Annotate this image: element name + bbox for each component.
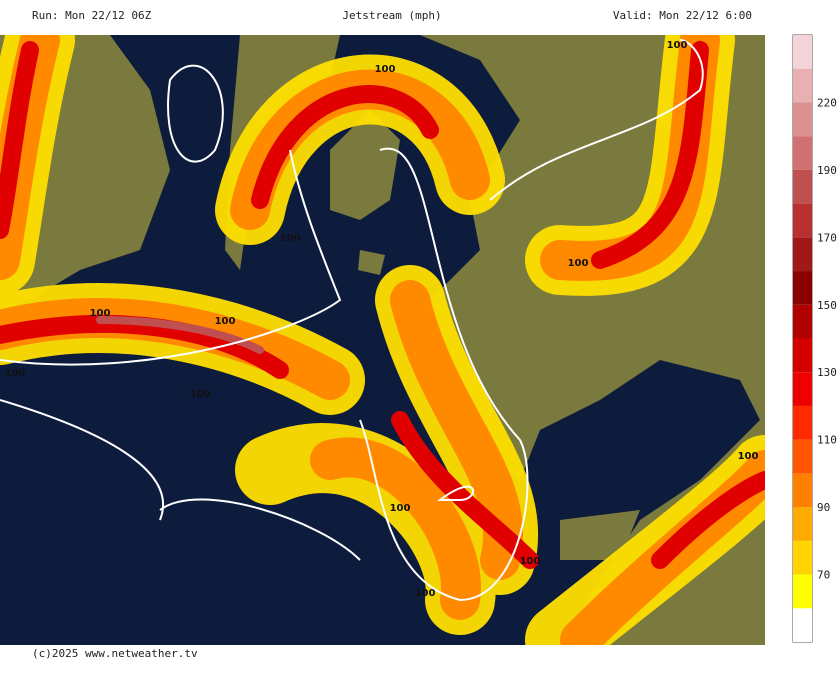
colorbar-label: 170 — [817, 231, 837, 244]
contour-label: 100 — [738, 451, 759, 462]
colorbar-swatch — [793, 102, 812, 137]
colorbar-swatch — [793, 473, 812, 508]
colorbar-swatch — [793, 338, 812, 373]
contour-label: 100 — [568, 258, 589, 269]
copyright: (c)2025 www.netweather.tv — [32, 647, 198, 660]
map: 100 100 100 100 100 100 100 100 100 100 100 100 — [0, 35, 765, 645]
colorbar-swatch — [793, 507, 812, 541]
contour-label: 100 — [375, 64, 396, 75]
contour-label: 100 — [280, 233, 301, 244]
isotachs — [0, 39, 704, 602]
contour-label: 100 — [415, 588, 436, 599]
colorbar-label: 130 — [817, 366, 837, 379]
colorbar-swatch — [793, 68, 812, 103]
colorbar-swatch — [793, 304, 812, 339]
colorbar-swatch — [793, 372, 812, 406]
contour-label: 100 — [90, 308, 111, 319]
contour-label: 100 — [215, 316, 236, 327]
contour-label: 100 — [390, 503, 411, 514]
colorbar-label: 150 — [817, 299, 837, 312]
colorbar-swatch — [793, 169, 812, 204]
contour-label: 100 — [5, 368, 26, 379]
colorbar-label: 70 — [817, 569, 830, 582]
contour-label: 100 — [667, 40, 688, 51]
colorbar-label: 90 — [817, 501, 830, 514]
contour-label: 100 — [520, 556, 541, 567]
colorbar-swatch — [793, 405, 812, 440]
valid-label: Valid: Mon 22/12 6:00 — [613, 9, 752, 22]
colorbar: 70 90 110 130 150 170 190 220 — [793, 35, 837, 642]
colorbar-label: 220 — [817, 96, 837, 109]
colorbar-swatch — [793, 237, 812, 272]
colorbar-swatch — [793, 136, 812, 170]
colorbar-label: 190 — [817, 164, 837, 177]
jet-streams — [0, 35, 765, 645]
colorbar-swatch — [793, 574, 812, 609]
colorbar-swatch — [793, 608, 812, 642]
contour-label: 100 — [190, 389, 211, 400]
contour-labels: 100 100 100 100 100 100 100 100 100 100 100 100 — [5, 40, 759, 599]
colorbar-swatch — [793, 439, 812, 474]
colorbar-label: 110 — [817, 434, 837, 447]
run-label: Run: Mon 22/12 06Z — [32, 9, 152, 22]
colorbar-swatch — [793, 203, 812, 238]
colorbar-swatch — [793, 540, 812, 575]
colorbar-swatch — [793, 35, 812, 69]
map-title: Jetstream (mph) — [342, 9, 441, 22]
colorbar-swatch — [793, 271, 812, 305]
